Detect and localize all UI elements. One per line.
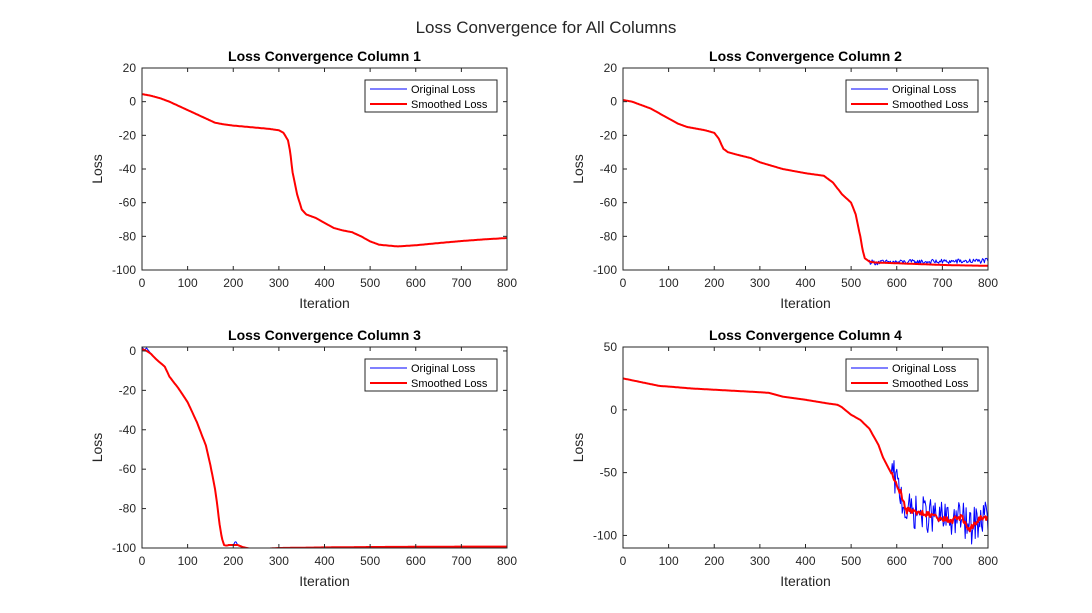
y-tick-label: -100 — [112, 263, 136, 277]
legend-entry-label: Smoothed Loss — [892, 99, 969, 111]
x-tick-label: 100 — [659, 554, 679, 568]
subplot-title: Loss Convergence Column 4 — [709, 327, 902, 343]
x-axis-label: Iteration — [780, 295, 831, 311]
x-tick-label: 600 — [887, 276, 907, 290]
x-axis-label: Iteration — [299, 295, 350, 311]
x-tick-label: 400 — [314, 276, 334, 290]
subplot-title: Loss Convergence Column 1 — [228, 48, 421, 64]
x-tick-label: 0 — [620, 554, 627, 568]
y-tick-label: -100 — [112, 541, 136, 555]
x-tick-label: 300 — [750, 554, 770, 568]
x-tick-label: 400 — [795, 554, 815, 568]
y-tick-label: 0 — [610, 403, 617, 417]
y-tick-label: -60 — [119, 196, 137, 210]
subplot-4: 0 100 200 300 400 500 600 700 800 -100 -50 0 50 Loss … — [570, 327, 998, 589]
y-tick-label: -100 — [593, 263, 617, 277]
subplot-title: Loss Convergence Column 2 — [709, 48, 902, 64]
series-smoothed-loss-line — [142, 93, 507, 248]
legend-entry-label: Original Loss — [411, 363, 476, 375]
legend-entry-label: Smoothed Loss — [411, 378, 488, 390]
subplot-3: 0 100 200 300 400 500 600 700 800 -100 -80 -60 -40 -2… — [89, 327, 517, 589]
y-tick-label: -40 — [119, 423, 137, 437]
x-tick-label: 600 — [887, 554, 907, 568]
x-tick-label: 600 — [406, 276, 426, 290]
y-tick-label: -20 — [119, 383, 137, 397]
y-tick-label: -20 — [600, 128, 618, 142]
x-tick-label: 0 — [139, 554, 146, 568]
x-tick-label: 400 — [314, 554, 334, 568]
x-tick-label: 500 — [360, 276, 380, 290]
subplot-1: 0 100 200 300 400 500 600 700 800-100-80-60-40-2… — [89, 48, 517, 311]
x-tick-label: 200 — [704, 554, 724, 568]
series-smoothed-loss-line — [623, 377, 988, 533]
legend: Original Loss Smoothed Loss — [364, 79, 498, 113]
x-tick-label: 100 — [178, 276, 198, 290]
x-tick-label: 200 — [704, 276, 724, 290]
x-tick-label: 300 — [750, 276, 770, 290]
x-tick-label: 700 — [932, 276, 952, 290]
legend-box — [845, 79, 979, 113]
y-tick-label: 50 — [604, 340, 618, 354]
legend-box — [364, 79, 498, 113]
y-axis-label: Loss — [570, 433, 586, 463]
x-tick-label: 500 — [841, 554, 861, 568]
legend-entry-label: Original Loss — [892, 84, 957, 96]
x-tick-label: 700 — [451, 554, 471, 568]
y-tick-label: -80 — [119, 502, 137, 516]
y-tick-label: -40 — [600, 162, 618, 176]
x-tick-label: 800 — [497, 276, 517, 290]
legend-box — [845, 358, 979, 392]
y-tick-label: -80 — [119, 229, 137, 243]
y-tick-label: 0 — [129, 95, 136, 109]
y-tick-label: -60 — [119, 462, 137, 476]
x-tick-label: 200 — [223, 276, 243, 290]
x-tick-label: 100 — [659, 276, 679, 290]
subplot-2: 0 100 200 300 400 500 600 700 800-100-80-60-40-2… — [570, 48, 998, 311]
x-tick-label: 800 — [978, 276, 998, 290]
y-tick-label: 0 — [129, 344, 136, 358]
x-tick-label: 0 — [139, 276, 146, 290]
x-tick-label: 700 — [932, 554, 952, 568]
x-tick-label: 300 — [269, 276, 289, 290]
y-axis-label: Loss — [89, 433, 105, 463]
y-axis-label: Loss — [570, 154, 586, 184]
y-tick-label: 20 — [604, 61, 618, 75]
legend-box — [364, 358, 498, 392]
legend-entry-label: Original Loss — [892, 363, 957, 375]
legend-entry-label: Smoothed Loss — [411, 99, 488, 111]
x-tick-label: 100 — [178, 554, 198, 568]
y-tick-label: -50 — [600, 466, 618, 480]
x-tick-label: 500 — [841, 276, 861, 290]
subplot-title: Loss Convergence Column 3 — [228, 327, 421, 343]
y-tick-label: -40 — [119, 162, 137, 176]
y-tick-label: 20 — [123, 61, 137, 75]
legend: Original Loss Smoothed Loss — [845, 79, 979, 113]
x-tick-label: 400 — [795, 276, 815, 290]
x-tick-label: 500 — [360, 554, 380, 568]
x-axis-label: Iteration — [299, 573, 350, 589]
x-axis-label: Iteration — [780, 573, 831, 589]
legend: Original Loss Smoothed Loss — [364, 358, 498, 392]
series-smoothed-loss-line — [623, 99, 988, 267]
y-axis-label: Loss — [89, 154, 105, 184]
subplot-grid: 0 100 200 300 400 500 600 700 800-100-80-60-40-2… — [89, 48, 998, 589]
legend-entry-label: Smoothed Loss — [892, 378, 969, 390]
legend: Original Loss Smoothed Loss — [845, 358, 979, 392]
x-tick-label: 700 — [451, 276, 471, 290]
y-tick-label: -20 — [119, 128, 137, 142]
x-tick-label: 600 — [406, 554, 426, 568]
figure-title: Loss Convergence for All Columns — [416, 18, 677, 37]
y-tick-label: -60 — [600, 196, 618, 210]
x-tick-label: 800 — [978, 554, 998, 568]
x-tick-label: 800 — [497, 554, 517, 568]
x-tick-label: 200 — [223, 554, 243, 568]
y-tick-label: -100 — [593, 528, 617, 542]
x-tick-label: 300 — [269, 554, 289, 568]
legend-entry-label: Original Loss — [411, 84, 476, 96]
x-tick-label: 0 — [620, 276, 627, 290]
y-tick-label: -80 — [600, 229, 618, 243]
y-tick-label: 0 — [610, 95, 617, 109]
